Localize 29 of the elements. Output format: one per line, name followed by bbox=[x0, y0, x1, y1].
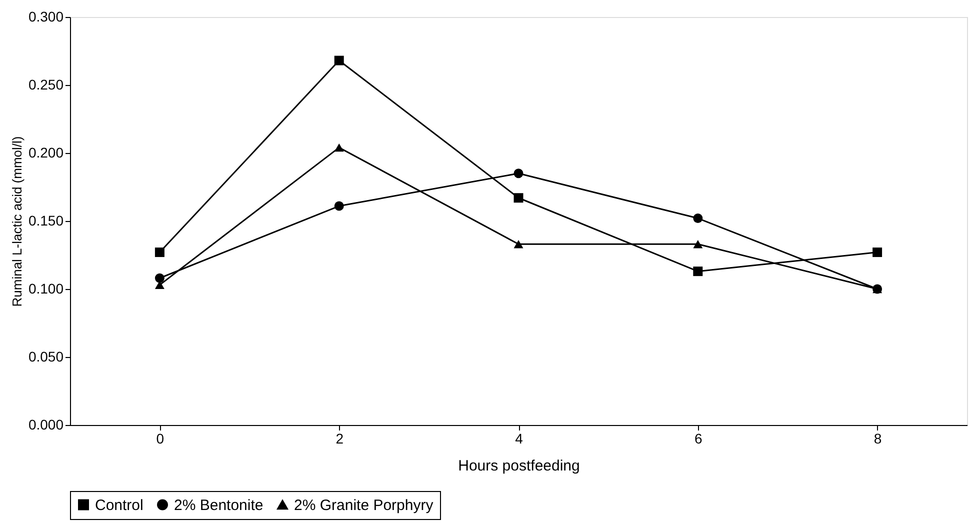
y-tick-label: 0.300 bbox=[28, 8, 64, 24]
x-tick-label: 6 bbox=[694, 430, 702, 446]
legend-label: 2% Bentonite bbox=[174, 496, 264, 514]
x-tick-label: 4 bbox=[515, 430, 524, 446]
point bbox=[514, 240, 524, 248]
point bbox=[334, 56, 344, 66]
y-tick-label: 0.000 bbox=[28, 416, 64, 432]
point bbox=[693, 266, 703, 276]
y-tick-label: 0.200 bbox=[28, 144, 64, 160]
point bbox=[334, 143, 344, 152]
legend-label: Control bbox=[95, 496, 144, 514]
x-tick-label: 0 bbox=[156, 430, 164, 446]
point bbox=[334, 201, 344, 211]
legend-label: 2% Granite Porphyry bbox=[294, 496, 434, 514]
point bbox=[693, 214, 703, 224]
point bbox=[872, 248, 882, 258]
x-axis-title: Hours postfeeding bbox=[458, 458, 580, 474]
point bbox=[514, 193, 524, 203]
x-tick-label: 2 bbox=[336, 430, 344, 446]
point bbox=[154, 248, 164, 258]
point bbox=[154, 273, 164, 283]
point bbox=[514, 168, 524, 178]
x-tick-label: 8 bbox=[874, 430, 882, 446]
y-tick-label: 0.250 bbox=[28, 76, 64, 92]
y-tick-label: 0.050 bbox=[28, 348, 64, 364]
point bbox=[693, 240, 703, 248]
y-tick-label: 0.150 bbox=[28, 212, 64, 228]
y-tick-label: 0.100 bbox=[28, 280, 64, 296]
y-axis-title: Ruminal L-lactic acid (mmol/l) bbox=[9, 136, 24, 307]
